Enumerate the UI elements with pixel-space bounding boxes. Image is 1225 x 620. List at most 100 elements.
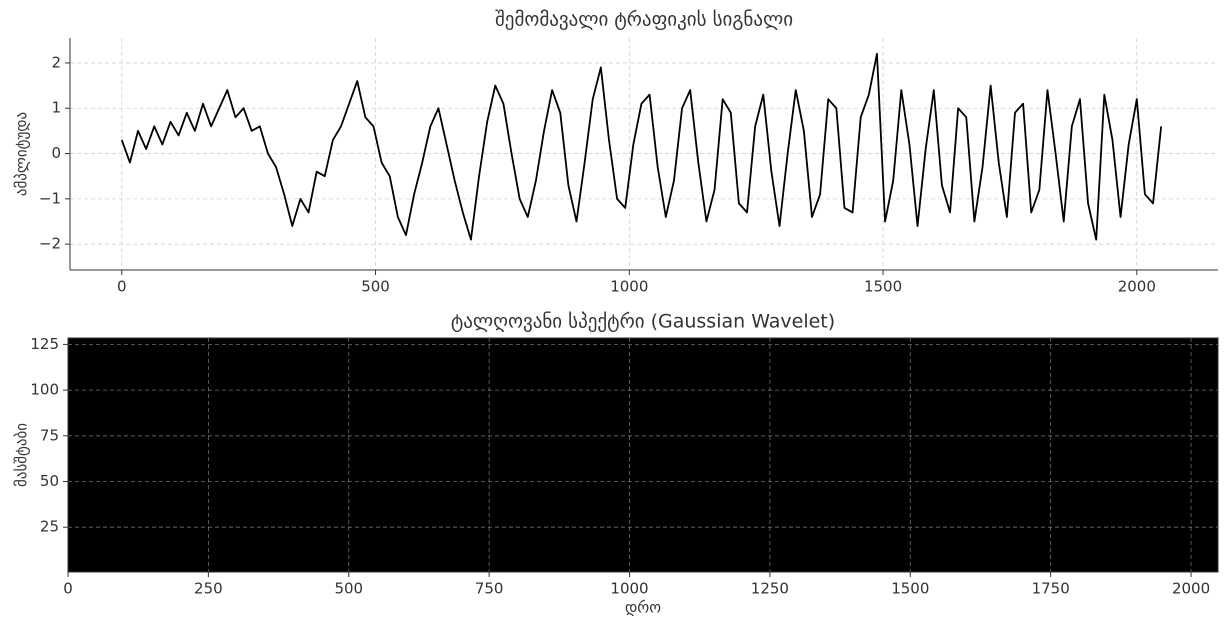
chart-title: შემომავალი ტრაფიკის სიგნალი	[495, 9, 793, 31]
heatmap-cell	[1189, 518, 1218, 572]
heatmap-cell	[1016, 518, 1046, 572]
heatmap-cell	[1045, 362, 1075, 391]
heatmap-cell	[269, 362, 299, 391]
x-tick-label: 0	[117, 278, 127, 296]
heatmap-cell	[470, 518, 500, 572]
heatmap-cell	[384, 362, 414, 391]
heatmap-cell	[959, 390, 989, 419]
heatmap-cell	[68, 362, 98, 391]
heatmap-cell	[758, 417, 788, 464]
heatmap-cell	[470, 362, 500, 391]
heatmap-cell	[528, 417, 558, 464]
heatmap-cell	[154, 463, 184, 519]
heatmap-cell	[1189, 417, 1218, 464]
heatmap-cell	[873, 338, 903, 364]
heatmap-cell	[240, 362, 270, 391]
heatmap-cell	[873, 417, 903, 464]
heatmap-cell	[528, 362, 558, 391]
heatmap-cell	[125, 338, 155, 364]
heatmap-cell	[96, 417, 126, 464]
heatmap-cell	[211, 390, 241, 419]
heatmap-cell	[413, 362, 443, 391]
heatmap-cell	[1045, 518, 1075, 572]
heatmap-cell	[1189, 362, 1218, 391]
heatmap-cell	[441, 362, 471, 391]
heatmap-cell	[729, 338, 759, 364]
heatmap-cell	[988, 338, 1018, 364]
heatmap-cell	[614, 338, 644, 364]
heatmap-cell	[844, 390, 874, 419]
heatmap-cell	[614, 362, 644, 391]
heatmap-cell	[901, 362, 931, 391]
heatmap-cells	[68, 338, 1218, 572]
heatmap-cell	[671, 362, 701, 391]
heatmap-cell	[413, 338, 443, 364]
heatmap-cell	[154, 518, 184, 572]
heatmap-cell	[844, 417, 874, 464]
heatmap-cell	[441, 338, 471, 364]
heatmap-cell	[68, 417, 98, 464]
heatmap-cell	[1103, 417, 1133, 464]
heatmap-cell	[68, 390, 98, 419]
heatmap-cell	[901, 417, 931, 464]
x-tick-label: 1750	[1032, 580, 1070, 598]
heatmap-cell	[499, 390, 529, 419]
heatmap-cell	[298, 362, 328, 391]
heatmap-cell	[585, 338, 615, 364]
heatmap-cell	[183, 338, 213, 364]
heatmap-cell	[671, 518, 701, 572]
heatmap-cell	[125, 518, 155, 572]
heatmap-cell	[441, 463, 471, 519]
heatmap-cell	[1045, 417, 1075, 464]
heatmap-cell	[470, 417, 500, 464]
heatmap-cell	[96, 338, 126, 364]
heatmap-cell	[700, 338, 730, 364]
heatmap-cell	[1131, 463, 1161, 519]
heatmap-cell	[815, 362, 845, 391]
heatmap-cell	[1074, 518, 1104, 572]
heatmap-cell	[671, 390, 701, 419]
heatmap-cell	[614, 518, 644, 572]
heatmap-cell	[211, 518, 241, 572]
heatmap-cell	[671, 417, 701, 464]
heatmap-cell	[786, 338, 816, 364]
heatmap-cell	[154, 390, 184, 419]
heatmap-cell	[413, 417, 443, 464]
heatmap-cell	[1103, 518, 1133, 572]
heatmap-cell	[355, 463, 385, 519]
x-tick-label: 1500	[864, 278, 902, 296]
heatmap-cell	[470, 463, 500, 519]
x-tick-label: 0	[63, 580, 73, 598]
heatmap-cell	[1189, 338, 1218, 364]
heatmap-cell	[556, 390, 586, 419]
heatmap-cell	[499, 362, 529, 391]
heatmap-cell	[96, 362, 126, 391]
heatmap-cell	[1189, 463, 1218, 519]
heatmap-cell	[68, 518, 98, 572]
heatmap-cell	[96, 390, 126, 419]
heatmap-cell	[585, 362, 615, 391]
heatmap-cell	[556, 417, 586, 464]
heatmap-cell	[125, 463, 155, 519]
heatmap-cell	[470, 338, 500, 364]
heatmap-cell	[1103, 362, 1133, 391]
heatmap-cell	[355, 417, 385, 464]
heatmap-cell	[556, 362, 586, 391]
heatmap-cell	[269, 338, 299, 364]
heatmap-cell	[154, 362, 184, 391]
heatmap-cell	[211, 362, 241, 391]
heatmap-cell	[700, 463, 730, 519]
heatmap-cell	[1103, 390, 1133, 419]
heatmap-cell	[384, 390, 414, 419]
heatmap-cell	[844, 463, 874, 519]
x-tick-label: 1250	[751, 580, 789, 598]
heatmap-cell	[470, 390, 500, 419]
heatmap-cell	[1160, 518, 1190, 572]
y-tick-label: 50	[40, 472, 59, 490]
heatmap-cell	[873, 463, 903, 519]
heatmap-cell	[988, 390, 1018, 419]
heatmap-cell	[729, 518, 759, 572]
y-tick-label: −2	[39, 235, 61, 253]
heatmap-cell	[729, 362, 759, 391]
heatmap-cell	[1016, 338, 1046, 364]
